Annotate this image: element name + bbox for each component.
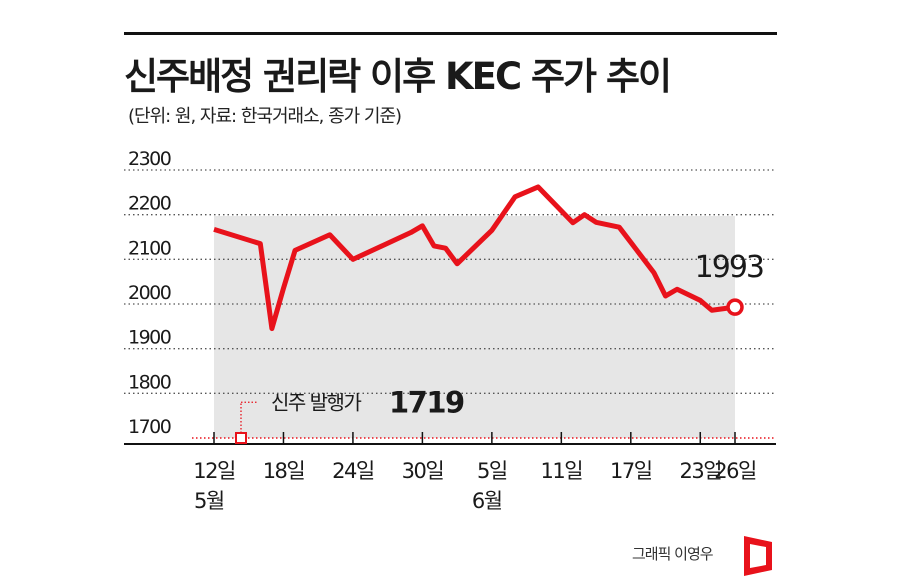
month-label: 5월 (194, 489, 224, 513)
publisher-logo-icon (744, 536, 772, 576)
x-tick-label: 11일 (541, 459, 583, 483)
issue-price-marker (235, 432, 247, 444)
issue-price-label: 신주 발행가 (271, 390, 361, 414)
y-tick-label: 2200 (128, 193, 171, 215)
x-tick-label: 5일 (477, 459, 507, 483)
y-tick-label: 2100 (128, 237, 171, 259)
x-tick-label: 12일 (193, 459, 235, 483)
chart-title: 신주배정 권리락 이후 KEC 주가 추이 (124, 55, 672, 98)
y-tick-label: 2000 (128, 282, 171, 304)
graphic-credit: 그래픽 이영우 (632, 545, 714, 563)
area-background (214, 216, 735, 438)
title-rule (124, 32, 777, 35)
grid-lines (124, 169, 776, 439)
y-tick-label: 1900 (128, 327, 171, 349)
x-tick-label: 30일 (402, 459, 444, 483)
last-price-label: 1993 (695, 250, 763, 285)
x-tick-label: 24일 (332, 459, 374, 483)
price-line (213, 184, 736, 332)
last-price-marker (726, 298, 744, 316)
x-tick-label: 26일 (714, 459, 756, 483)
x-tick-label: 18일 (263, 459, 305, 483)
chart-subtitle: (단위: 원, 자료: 한국거래소, 종가 기준) (128, 106, 402, 127)
x-tick-label: 23일 (679, 459, 721, 483)
y-axis-ticks: 1700 1800 1900 2000 2100 2200 2300 (128, 148, 172, 438)
annotations: 1993 신주 발행가 1719 (235, 250, 765, 444)
issue-price-value: 1719 (389, 385, 464, 419)
y-tick-label: 2300 (128, 148, 171, 170)
x-tick-label: 17일 (610, 459, 652, 483)
y-tick-label: 1800 (128, 371, 171, 393)
month-label: 6월 (472, 489, 502, 513)
y-tick-label: 1700 (128, 416, 171, 438)
